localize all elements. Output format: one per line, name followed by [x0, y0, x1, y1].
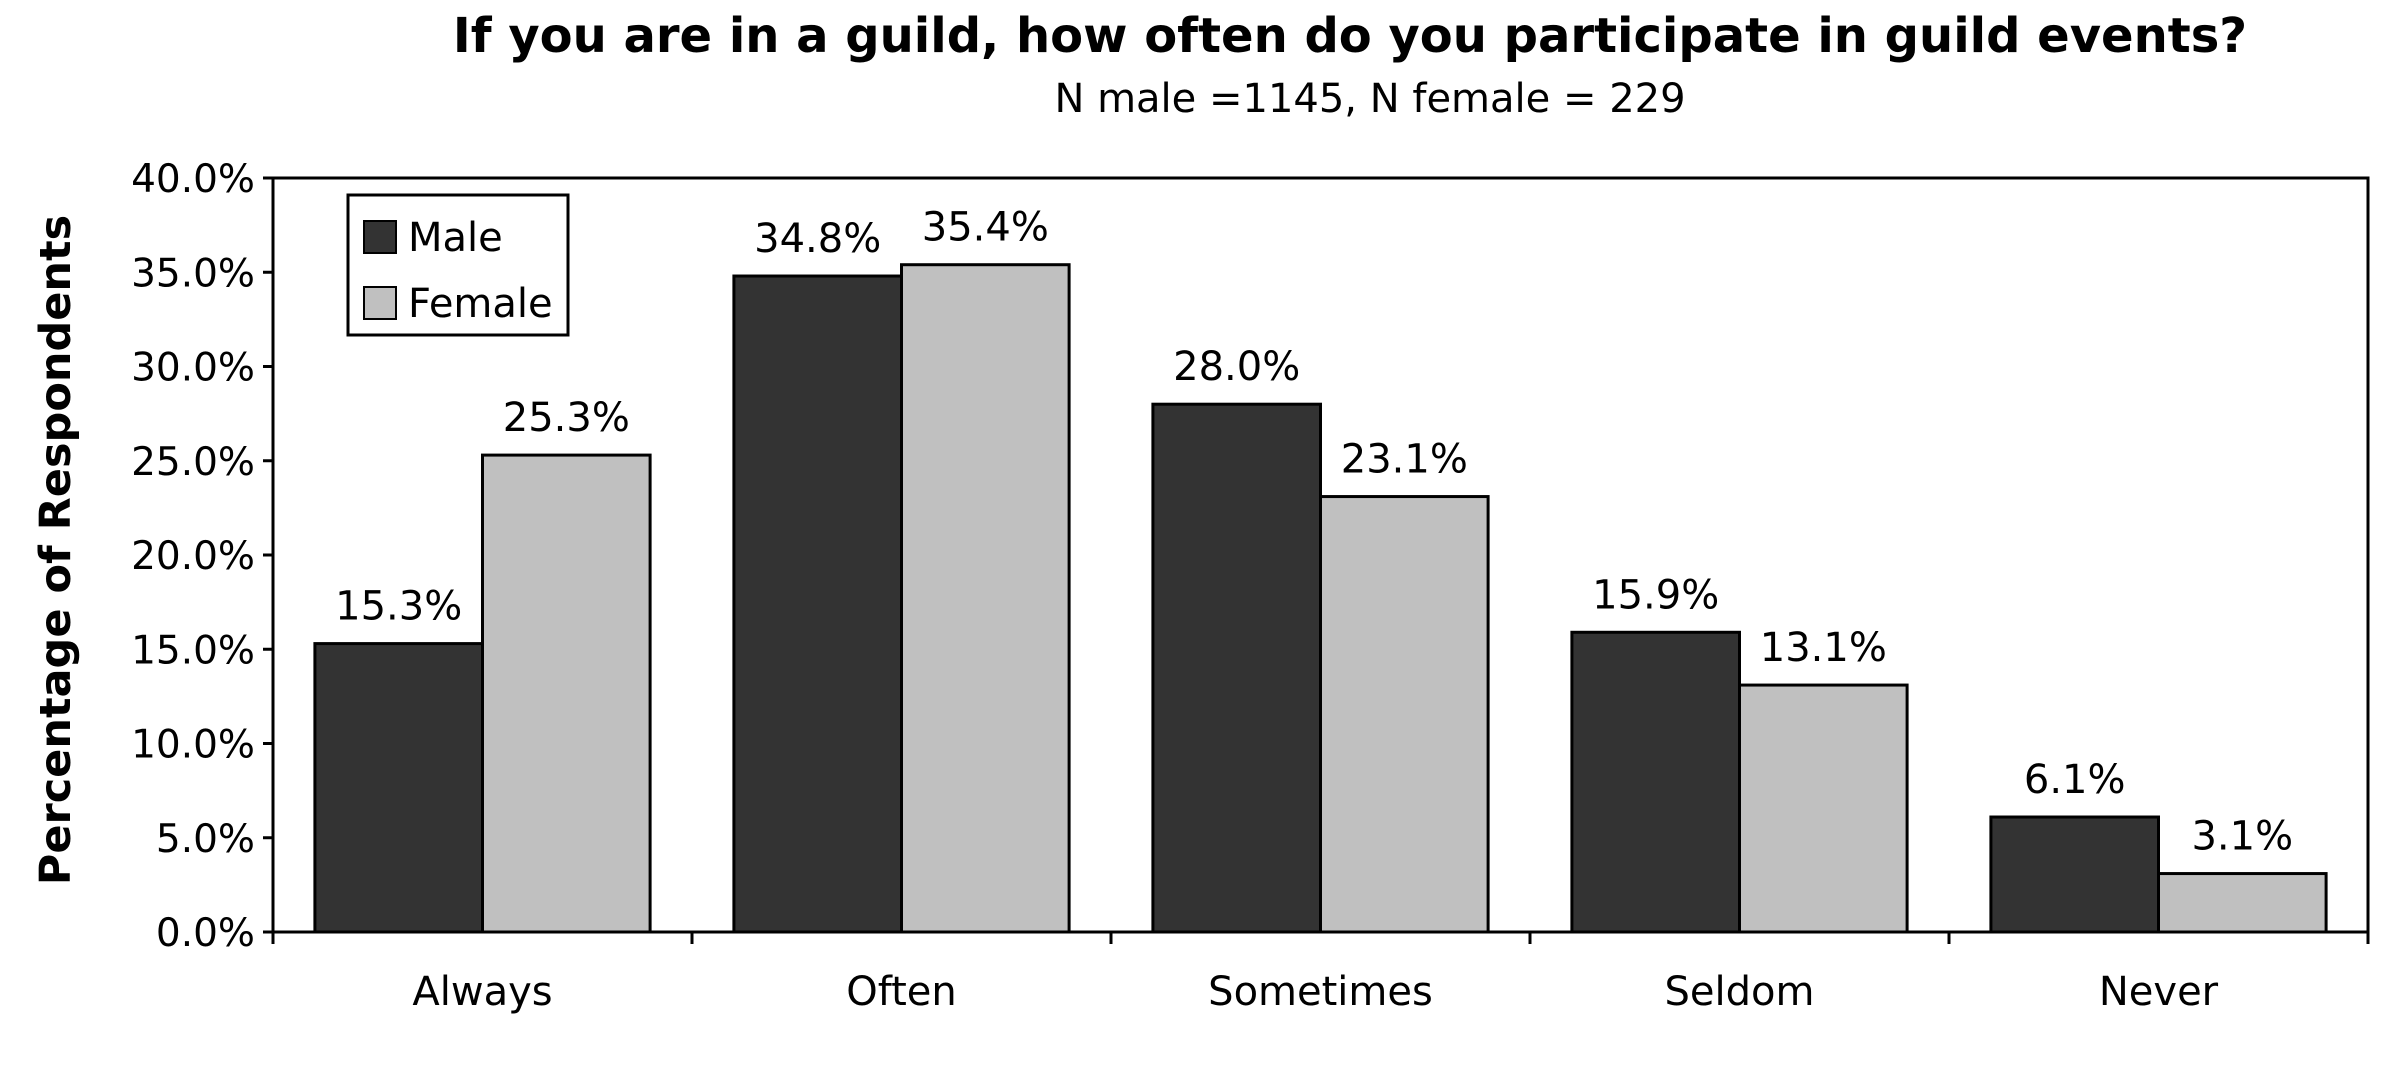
y-tick-label: 40.0%: [131, 157, 255, 202]
data-label: 15.3%: [335, 584, 462, 630]
legend-swatch-male: [363, 220, 397, 254]
bar-male: [313, 642, 484, 934]
data-label: 28.0%: [1173, 344, 1300, 390]
y-tick-label: 0.0%: [156, 911, 255, 956]
data-label: 6.1%: [2024, 757, 2126, 803]
bar-female: [2157, 872, 2328, 934]
x-tick-label: Sometimes: [1208, 969, 1433, 1015]
y-tick-label: 10.0%: [131, 723, 255, 768]
legend-label: Male: [408, 215, 503, 261]
y-tick-label: 15.0%: [131, 628, 255, 673]
chart-title: If you are in a guild, how often do you …: [453, 8, 2247, 64]
x-tick-label: Always: [412, 969, 552, 1015]
y-axis-label: Percentage of Respondents: [31, 215, 81, 885]
bar-male: [732, 274, 904, 934]
legend: Male Female: [346, 193, 570, 337]
bar-female: [1319, 495, 1490, 934]
data-label: 3.1%: [2191, 814, 2293, 860]
data-label: 13.1%: [1760, 625, 1887, 671]
y-tick-label: 20.0%: [131, 534, 255, 579]
data-label: 34.8%: [754, 216, 881, 262]
data-label: 35.4%: [922, 205, 1049, 251]
bar-male: [1151, 402, 1323, 934]
y-tick-label: 25.0%: [131, 440, 255, 485]
y-tick-label: 30.0%: [131, 346, 255, 391]
legend-label: Female: [408, 281, 553, 327]
plot-area: 0.0% 5.0% 10.0% 15.0% 20.0% 25.0% 30.0% 35.0% 40…: [131, 157, 2370, 1015]
chart-subtitle: N male =1145, N female = 229: [1054, 76, 1685, 122]
bar-female: [481, 453, 652, 934]
bar-male: [1989, 815, 2161, 934]
data-label: 25.3%: [503, 395, 630, 441]
bar-male: [1570, 630, 1742, 934]
bar-female: [900, 263, 1071, 934]
x-tick-label: Never: [2099, 969, 2219, 1015]
data-label: 23.1%: [1341, 437, 1468, 483]
y-tick-label: 5.0%: [156, 817, 255, 862]
bar-female: [1738, 683, 1909, 934]
y-tick-label: 35.0%: [131, 251, 255, 296]
legend-swatch-female: [363, 286, 397, 320]
x-tick-label: Often: [846, 969, 957, 1015]
x-tick-label: Seldom: [1665, 969, 1815, 1015]
data-label: 15.9%: [1592, 572, 1719, 618]
